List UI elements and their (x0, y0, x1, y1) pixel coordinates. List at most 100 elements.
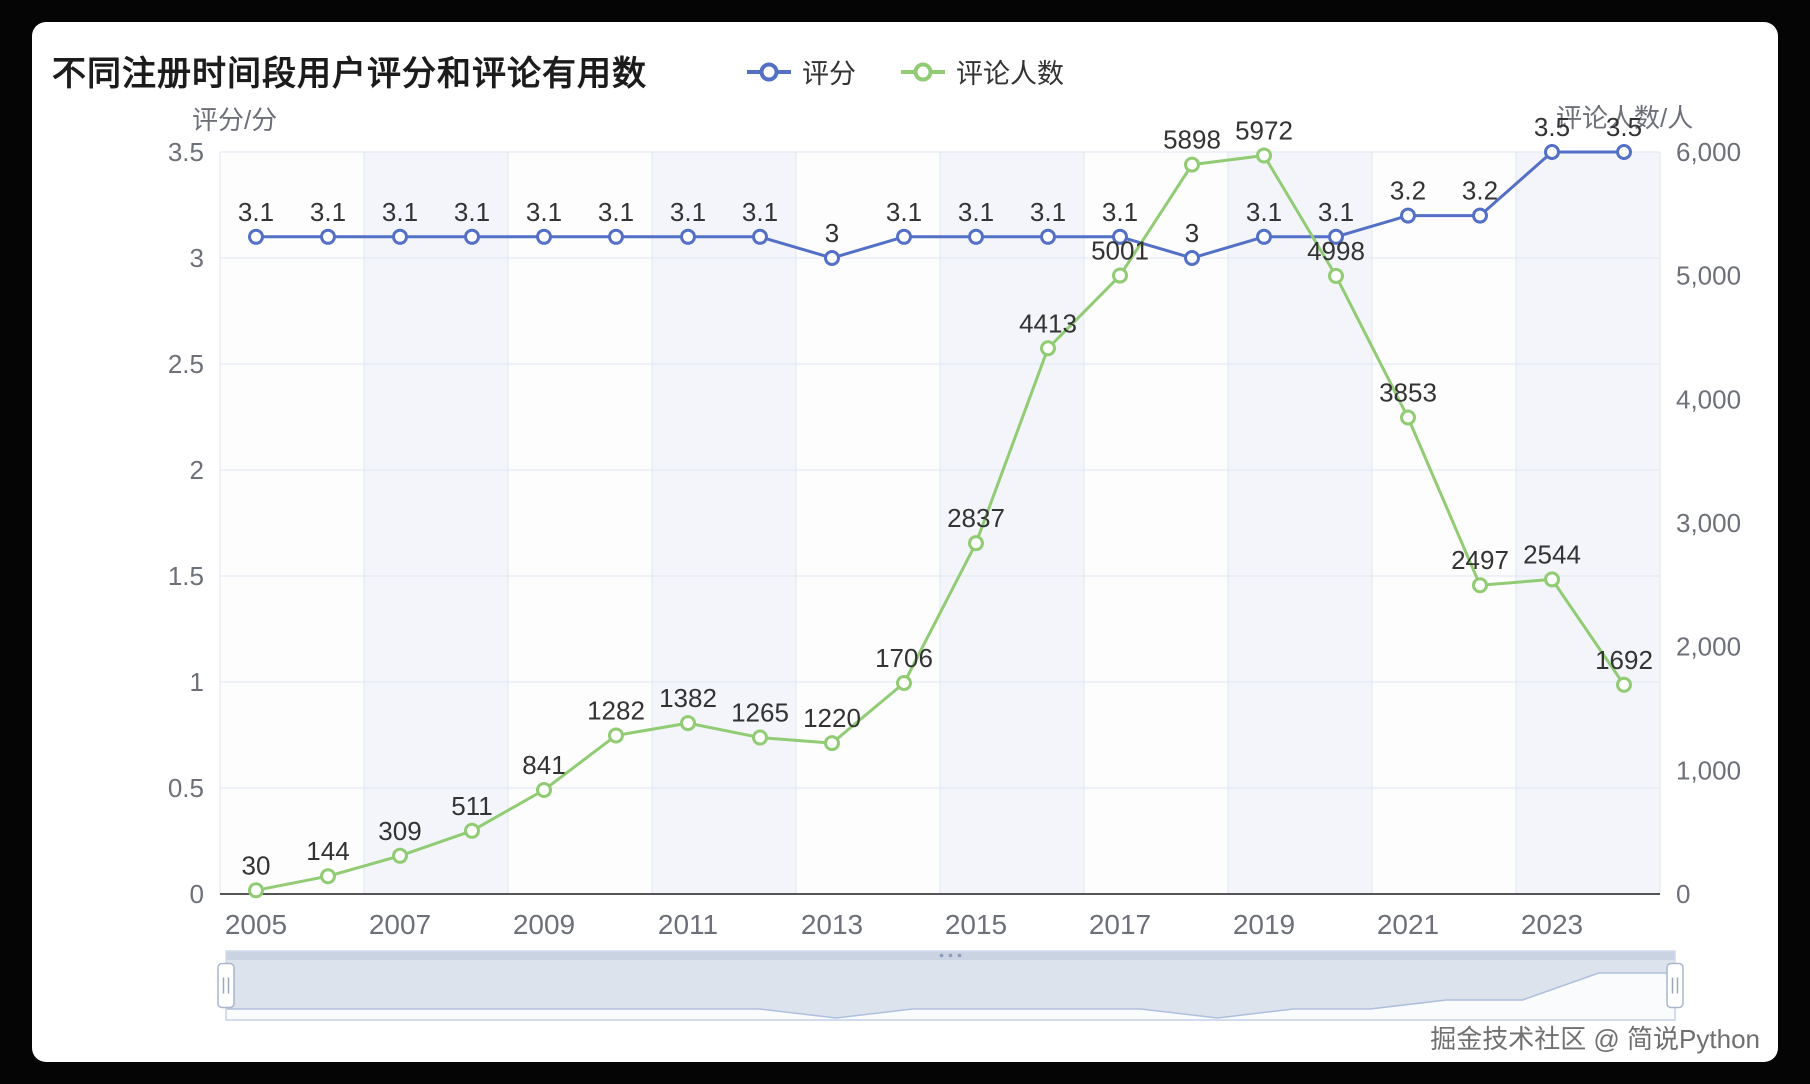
left-axis-name: 评分/分 (192, 105, 278, 135)
rating-point-marker (1400, 207, 1416, 224)
rating-point-marker (1040, 228, 1056, 245)
review-count-value-label: 3853 (1379, 378, 1437, 408)
right-axis-tick: 5,000 (1676, 261, 1741, 291)
review-count-value-label: 1220 (803, 703, 861, 733)
rating-value-label: 3.1 (886, 197, 922, 227)
rating-point-marker (896, 228, 912, 245)
review-count-point-marker (320, 868, 336, 885)
review-count-value-label: 841 (522, 750, 565, 780)
grid-band (364, 152, 508, 894)
legend-item-rating[interactable]: 评分 (746, 52, 856, 91)
review-count-value-label: 4413 (1019, 308, 1077, 338)
rating-value-label: 3.1 (670, 197, 706, 227)
left-axis-tick: 2 (190, 455, 204, 485)
rating-point-marker (1256, 228, 1272, 245)
review-count-point-marker (1544, 571, 1560, 588)
x-axis-tick: 2005 (225, 909, 287, 940)
rating-value-label: 3.1 (958, 197, 994, 227)
rating-point-marker (608, 228, 624, 245)
x-axis-tick: 2013 (801, 909, 863, 940)
datazoom-handle-left[interactable] (217, 962, 235, 1009)
rating-point-marker (1472, 207, 1488, 224)
legend-line-circle-icon (747, 62, 791, 81)
rating-value-label: 3.1 (598, 197, 634, 227)
rating-value-label: 3.1 (238, 197, 274, 227)
review-count-point-marker (1400, 409, 1416, 426)
rating-value-label: 3.1 (742, 197, 778, 227)
rating-value-label: 3.1 (1246, 197, 1282, 227)
right-axis-tick: 0 (1676, 879, 1690, 909)
rating-point-marker (1184, 250, 1200, 266)
grid-band (1228, 152, 1372, 894)
grid-band (940, 152, 1084, 894)
left-axis-tick: 3.5 (168, 137, 204, 167)
review-count-value-label: 4998 (1307, 236, 1365, 266)
review-count-value-label: 1265 (731, 698, 789, 728)
datazoom-handle-right[interactable] (1666, 962, 1684, 1009)
rating-value-label: 3.5 (1606, 112, 1642, 142)
watermark: 掘金技术社区 @ 简说Python (1430, 1024, 1760, 1054)
review-count-point-marker (1328, 267, 1344, 284)
review-count-point-marker (752, 729, 768, 746)
grid-band (652, 152, 796, 894)
rating-series-line (256, 150, 1624, 260)
left-axis-tick: 0.5 (168, 773, 204, 803)
x-axis-tick: 2015 (945, 909, 1007, 940)
rating-value-label: 3.5 (1534, 112, 1570, 142)
review-count-point-marker (1184, 156, 1200, 173)
rating-point-marker (680, 228, 696, 245)
chart-canvas: 0 0.5 1 1.5 2 2.5 3 3.5 0 1,000 2,000 3,000 4,000 5,0… (168, 112, 1741, 1021)
review-count-value-label: 511 (451, 791, 492, 821)
right-axis-tick: 1,000 (1676, 755, 1741, 785)
review-count-point-marker (536, 781, 552, 798)
x-axis-tick: 2019 (1233, 909, 1295, 940)
right-axis-tick: 2,000 (1676, 632, 1741, 662)
review-count-point-marker (1616, 676, 1632, 693)
x-axis-tick: 2023 (1521, 909, 1583, 940)
legend-item-review-count[interactable]: 评论人数 (900, 52, 1064, 91)
review-count-value-label: 2837 (947, 503, 1005, 533)
datazoom-grip-dot (957, 953, 962, 958)
review-count-value-label: 1282 (587, 695, 645, 725)
left-axis-tick: 2.5 (168, 349, 204, 379)
right-axis-tick: 4,000 (1676, 384, 1741, 414)
chart-card: 不同注册时间段用户评分和评论有用数 评分 评论人数 评分/分 评论人数/人 0 0.… (32, 22, 1778, 1062)
rating-point-marker (392, 228, 408, 245)
left-axis-tick: 1 (190, 667, 204, 697)
grid-band (1516, 152, 1660, 894)
datazoom-grip-dot (939, 953, 944, 958)
rating-point-marker (464, 228, 480, 245)
review-count-value-label: 5898 (1163, 125, 1221, 155)
review-count-value-label: 144 (306, 836, 349, 866)
x-axis-tick: 2009 (513, 909, 575, 940)
review-count-series-line (255, 153, 1626, 892)
review-count-point-marker (824, 735, 840, 752)
review-count-value-label: 5001 (1091, 236, 1149, 266)
review-count-point-marker (680, 715, 696, 732)
review-count-point-marker (464, 822, 480, 839)
rating-point-marker (1616, 144, 1632, 160)
rating-point-marker (1328, 228, 1344, 245)
chart-title: 不同注册时间段用户评分和评论有用数 (52, 55, 647, 93)
review-count-value-label: 2497 (1451, 545, 1509, 575)
grid-band (508, 152, 652, 894)
grid-band (1372, 152, 1516, 894)
right-axis-tick: 3,000 (1676, 508, 1741, 538)
x-axis-tick: 2021 (1377, 909, 1439, 940)
rating-point-marker (824, 250, 840, 266)
review-count-point-marker (608, 727, 624, 744)
right-axis-name: 评论人数/人 (1556, 103, 1694, 133)
rating-point-marker (752, 228, 768, 245)
rating-point-marker (1544, 144, 1560, 160)
legend-label: 评论人数 (956, 59, 1064, 89)
left-axis-tick: 1.5 (168, 561, 204, 591)
legend: 评分 评论人数 (32, 52, 1778, 91)
review-count-point-marker (968, 535, 984, 552)
review-count-value-label: 30 (242, 850, 271, 880)
rating-point-marker (320, 228, 336, 245)
datazoom-data-shadow (225, 972, 1676, 1021)
review-count-point-marker (896, 675, 912, 692)
review-count-point-marker (1472, 577, 1488, 594)
rating-point-marker (536, 228, 552, 245)
